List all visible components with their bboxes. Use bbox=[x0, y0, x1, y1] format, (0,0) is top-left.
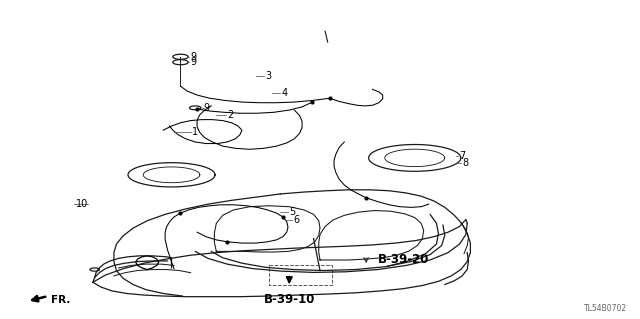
Text: 5: 5 bbox=[289, 207, 296, 217]
Text: 6: 6 bbox=[293, 215, 300, 225]
Text: 9: 9 bbox=[204, 103, 210, 113]
Text: 9: 9 bbox=[191, 52, 197, 62]
Text: FR.: FR. bbox=[51, 295, 70, 305]
Text: 3: 3 bbox=[266, 71, 272, 81]
Text: 7: 7 bbox=[460, 151, 466, 161]
Text: B-39-20: B-39-20 bbox=[378, 254, 429, 266]
Text: 2: 2 bbox=[227, 110, 234, 120]
Text: B-39-10: B-39-10 bbox=[264, 293, 315, 306]
Text: 1: 1 bbox=[192, 127, 198, 137]
Text: 10: 10 bbox=[76, 199, 88, 209]
Text: 8: 8 bbox=[462, 158, 468, 168]
Text: 9: 9 bbox=[191, 57, 197, 67]
Text: TL54B0702: TL54B0702 bbox=[584, 304, 627, 313]
Bar bbox=[269, 265, 332, 285]
Text: 4: 4 bbox=[282, 87, 288, 98]
